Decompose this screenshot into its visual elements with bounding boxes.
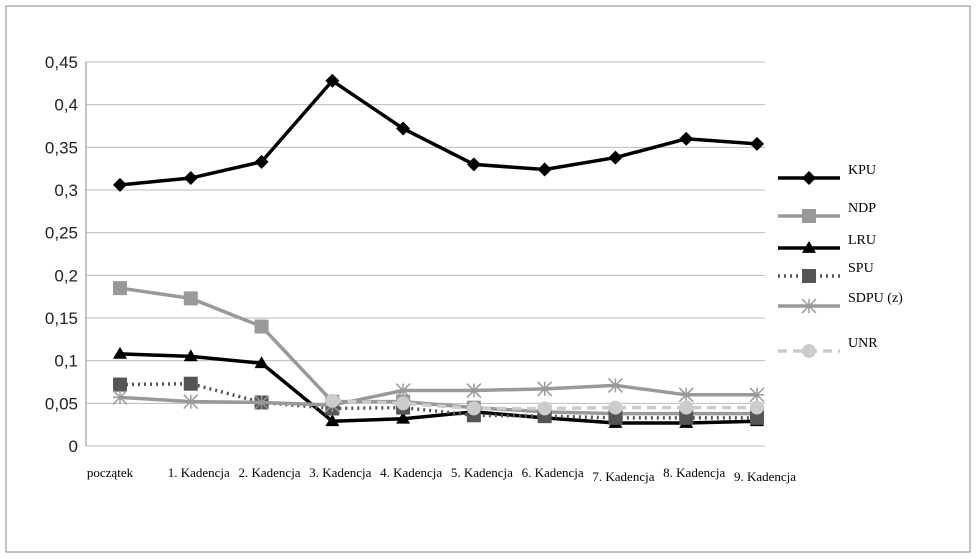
marker: [466, 401, 481, 416]
marker: [325, 414, 340, 427]
marker: [395, 383, 411, 399]
legend-marker: [802, 209, 816, 223]
legend-item: UNR: [778, 336, 878, 358]
marker: [750, 410, 764, 425]
series: [112, 377, 765, 413]
marker: [679, 131, 694, 146]
legend-label: SDPU (z): [848, 291, 903, 306]
x-tick-label: 1. Kadencja: [167, 465, 230, 480]
marker: [183, 349, 198, 362]
marker: [113, 177, 127, 192]
legend-item: NDP: [778, 201, 876, 223]
marker: [607, 377, 623, 393]
marker: [537, 162, 552, 177]
x-tick-label: 7. Kadencja: [592, 469, 655, 484]
legend-item: SDPU (z): [778, 291, 903, 314]
x-tick-label: 4. Kadencja: [380, 465, 443, 480]
x-tick-label: 6. Kadencja: [521, 465, 584, 480]
marker: [466, 383, 482, 399]
x-tick-label: 9. Kadencja: [733, 469, 797, 484]
marker: [183, 171, 198, 186]
legend-label: NDP: [848, 201, 876, 216]
y-tick-label: 0,3: [54, 181, 78, 200]
line: [119, 78, 758, 187]
legend-item: LRU: [778, 233, 876, 253]
marker: [254, 319, 269, 334]
legend-marker: [802, 344, 816, 358]
marker: [750, 136, 764, 151]
marker: [113, 377, 127, 392]
marker: [254, 154, 269, 169]
marker: [608, 150, 623, 165]
y-tick-label: 0,35: [45, 138, 78, 157]
marker: [396, 121, 411, 136]
series: [113, 73, 764, 192]
y-tick-label: 0,15: [45, 309, 78, 328]
marker: [325, 393, 340, 408]
line: [119, 383, 757, 407]
marker: [183, 376, 198, 391]
marker: [112, 389, 128, 405]
marker: [325, 73, 340, 88]
marker: [679, 400, 694, 415]
x-tick-label: 8. Kadencja: [663, 465, 726, 480]
marker: [608, 410, 623, 425]
x-tick-label: 2. Kadencja: [238, 465, 301, 480]
marker: [396, 411, 411, 424]
y-tick-label: 0,25: [45, 224, 78, 243]
y-tick-label: 0,1: [54, 352, 78, 371]
marker: [679, 410, 694, 425]
y-tick-label: 0,2: [54, 266, 78, 285]
legend-item: SPU: [778, 261, 874, 283]
legend-marker: [802, 269, 816, 283]
marker: [396, 396, 411, 411]
series: [325, 393, 764, 416]
legend-item: KPU: [778, 163, 876, 185]
marker: [466, 157, 481, 172]
legend-label: SPU: [848, 261, 874, 276]
y-tick-label: 0: [69, 437, 78, 456]
y-tick-label: 0,05: [45, 394, 78, 413]
y-tick-label: 0,4: [54, 96, 78, 115]
marker: [608, 400, 623, 415]
legend-label: LRU: [848, 233, 876, 248]
marker: [113, 281, 127, 296]
marker: [678, 387, 694, 403]
x-tick-label: 3. Kadencja: [309, 465, 372, 480]
legend-marker: [801, 298, 817, 314]
marker: [183, 291, 198, 306]
marker: [537, 401, 552, 416]
x-tick-label: 5. Kadencja: [450, 465, 513, 480]
marker: [537, 381, 553, 397]
legend-marker: [802, 171, 816, 185]
x-tick-label: początek: [86, 465, 134, 480]
marker: [113, 346, 127, 359]
legend-label: UNR: [848, 336, 878, 351]
legend-label: KPU: [848, 163, 876, 178]
marker: [254, 356, 269, 369]
marker: [183, 394, 199, 410]
legend-marker: [802, 241, 816, 253]
line: [119, 352, 758, 425]
marker: [254, 394, 270, 411]
marker: [749, 387, 765, 403]
y-tick-label: 0,45: [45, 53, 78, 72]
marker: [750, 400, 764, 415]
